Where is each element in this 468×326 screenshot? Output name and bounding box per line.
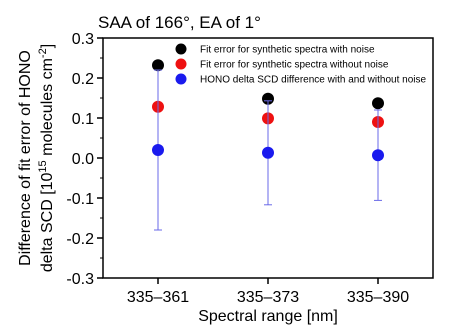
x-axis-label: Spectral range [nm]	[198, 308, 338, 325]
x-tick-label: 335–361	[127, 289, 189, 306]
chart-title: SAA of 166°, EA of 1°	[98, 13, 261, 32]
data-point-series-3	[262, 146, 274, 159]
data-point-series-3	[372, 149, 384, 162]
legend-label-series-1: Fit error for synthetic spectra with noi…	[200, 45, 375, 56]
legend-label-series-2: Fit error for synthetic spectra without …	[200, 60, 389, 71]
y-tick-label: 0.2	[72, 71, 94, 88]
y-tick-label: -0.3	[66, 271, 94, 288]
y-tick-label: 0.3	[72, 31, 94, 48]
x-tick-label: 335–373	[237, 289, 299, 306]
data-point-series-1	[372, 97, 384, 110]
y-axis-label-line2: delta SCD [1015 molecules cm-2]	[37, 44, 56, 272]
legend-label-series-3: HONO delta SCD difference with and witho…	[200, 75, 426, 86]
x-tick-label: 335–390	[347, 289, 409, 306]
data-point-series-1	[152, 59, 164, 72]
x-axis: 335–361 335–373 335–390	[127, 278, 409, 306]
data-marks	[152, 59, 384, 231]
y-axis: -0.3 -0.2 -0.1 0.0 0.1 0.2 0.3	[66, 31, 103, 288]
y-tick-label: -0.2	[66, 231, 94, 248]
legend: Fit error for synthetic spectra with noi…	[175, 43, 426, 86]
legend-marker-series-1	[175, 43, 187, 55]
y-tick-label: 0.0	[72, 151, 94, 168]
y-tick-label: 0.1	[72, 111, 94, 128]
y-axis-label-line1: Difference of fit error of HONO	[17, 50, 34, 266]
y-tick-label: -0.1	[66, 191, 94, 208]
data-point-series-1	[262, 92, 274, 105]
legend-marker-series-3	[175, 73, 187, 85]
legend-marker-series-2	[175, 58, 187, 70]
data-point-series-3	[152, 144, 164, 156]
